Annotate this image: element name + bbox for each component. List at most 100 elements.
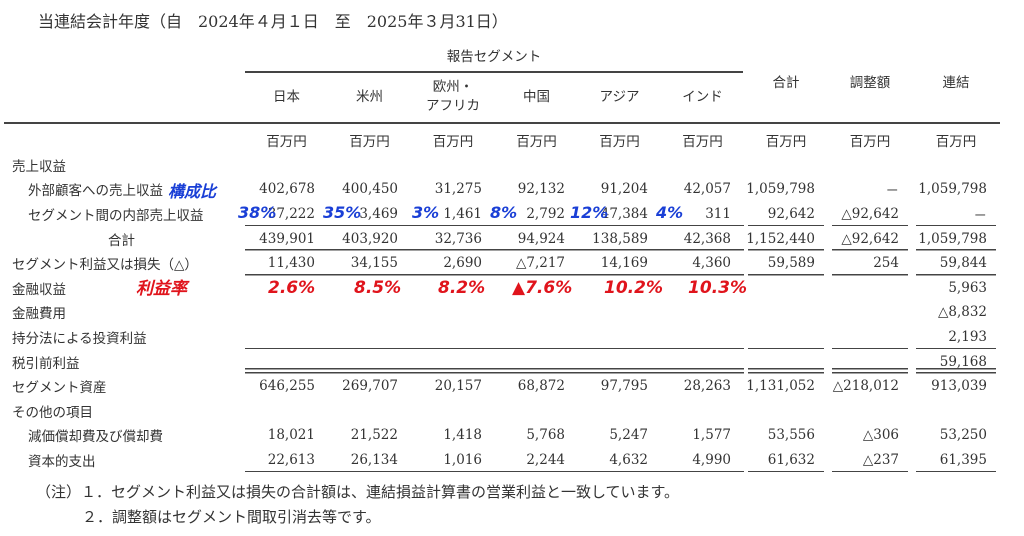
cell-value: 138,589 (578, 226, 661, 251)
row-label: 外部顧客への売上収益 (28, 183, 163, 200)
column-header: 合計 (772, 75, 800, 91)
composition-ratio: 38% (238, 203, 277, 222)
profit-margin: 10.3% (688, 278, 747, 298)
cell-value: 400,450 (342, 181, 398, 198)
row-label: 金融収益 (12, 281, 66, 298)
column-header: 連結 (942, 75, 970, 91)
composition-ratio: 35% (323, 203, 362, 222)
column-header: 調整額 (849, 75, 891, 91)
cell-value: 403,920 (328, 226, 411, 251)
profit-margin: ▲7.6% (512, 278, 573, 298)
cell-value (328, 349, 411, 374)
cell-value: 18,021 (267, 427, 315, 444)
row-label: 持分法による投資利益 (12, 331, 147, 348)
page-title: 当連結会計年度（自 2024年４月１日 至 2025年３月31日） (38, 12, 508, 31)
cell-value: 53,556 (767, 427, 815, 444)
cell-value: 31,275 (434, 181, 482, 198)
unit-label: 百万円 (516, 134, 557, 151)
cell-value: 3,469 (328, 201, 411, 227)
cell-value: 4,360 (661, 250, 744, 276)
cell-value: 20,157 (434, 378, 482, 395)
unit-label: 百万円 (599, 134, 640, 151)
cell-value (245, 349, 328, 374)
column-header: インド (682, 88, 723, 105)
row-label: 税引前利益 (12, 355, 80, 372)
cell-value (578, 324, 661, 350)
cell-value (328, 399, 411, 424)
cell-value: 1,131,052 (746, 378, 815, 395)
cell-value (744, 153, 828, 178)
column-header: 日本 (273, 88, 300, 105)
cell-value: 92,132 (517, 181, 565, 198)
cell-value (411, 324, 495, 350)
cell-value (578, 153, 661, 178)
table-row: 売上収益 (4, 153, 1000, 178)
unit-label: 百万円 (849, 134, 891, 151)
table-row: 持分法による投資利益 2,193 (4, 324, 1000, 350)
table-row: 税引前利益 59,168 (4, 349, 1000, 374)
divider (4, 122, 1000, 124)
column-header: 米州 (356, 88, 383, 105)
profit-margin: 8.5% (354, 278, 402, 298)
cell-value: 1,418 (443, 427, 482, 444)
cell-value: 5,247 (609, 427, 648, 444)
cell-value (578, 399, 661, 424)
cell-value (661, 324, 744, 350)
note-2: ２．調整額はセグメント間取引消去等です。 (82, 508, 381, 526)
cell-value: 1,059,798 (918, 181, 987, 198)
cell-value: 1,059,798 (746, 181, 815, 198)
cell-value: 59,589 (744, 250, 828, 276)
cell-value: 14,169 (578, 250, 661, 276)
cell-value (411, 153, 495, 178)
cell-value (411, 300, 495, 325)
cell-value (828, 399, 912, 424)
cell-value: 1,059,798 (912, 226, 1000, 251)
cell-value (828, 324, 912, 350)
cell-value: △92,642 (828, 226, 912, 251)
divider (245, 71, 743, 73)
row-label: セグメント資産 (12, 380, 107, 397)
row-label: 売上収益 (12, 158, 66, 175)
cell-value: 37,222 (245, 201, 328, 227)
cell-value (328, 300, 411, 325)
cell-value (744, 324, 828, 350)
cell-value (828, 153, 912, 178)
composition-ratio: 3% (412, 203, 440, 222)
cell-value (328, 324, 411, 350)
unit-label: 百万円 (935, 134, 977, 151)
cell-value (245, 153, 328, 178)
cell-value: 26,134 (328, 447, 411, 473)
cell-value: 61,632 (744, 447, 828, 473)
table-row: セグメント利益又は損失（△） 11,430 34,155 2,690 △7,217 14,… (4, 250, 1000, 276)
row-label: 減価償却費及び償却費 (28, 429, 163, 446)
cell-value: 91,204 (600, 181, 648, 198)
profit-margin: 2.6% (268, 278, 316, 298)
cell-value (661, 153, 744, 178)
cell-value: 1,577 (692, 427, 731, 444)
cell-value (912, 399, 1000, 424)
cell-value: 53,250 (939, 427, 987, 444)
cell-value (245, 399, 328, 424)
cell-value: 47,384 (578, 201, 661, 227)
column-header: 欧州・ アフリカ (426, 79, 480, 114)
unit-label: 百万円 (432, 134, 474, 151)
cell-value (245, 324, 328, 350)
row-label: 金融費用 (12, 306, 66, 323)
profit-margin: 10.2% (604, 278, 663, 298)
cell-value (328, 153, 411, 178)
table-row: セグメント間の内部売上収益 37,222 3,469 1,461 2,792 47,384… (4, 201, 1000, 227)
table-row: 減価償却費及び償却費 18,021 21,522 1,418 5,768 5,247 1,5… (4, 423, 1000, 448)
cell-value (245, 300, 328, 325)
profit-margin: 8.2% (438, 278, 486, 298)
cell-value (495, 153, 578, 178)
cell-value (744, 399, 828, 424)
cell-value (828, 349, 912, 374)
cell-value (495, 300, 578, 325)
cell-value: 59,844 (912, 250, 1000, 276)
cell-value: 2,244 (495, 447, 578, 473)
cell-value: 42,057 (683, 181, 731, 198)
cell-value: 1,016 (411, 447, 495, 473)
cell-value (578, 349, 661, 374)
table-row: 金融収益 5,963 (4, 276, 1000, 301)
cell-value: 5,963 (948, 279, 987, 296)
